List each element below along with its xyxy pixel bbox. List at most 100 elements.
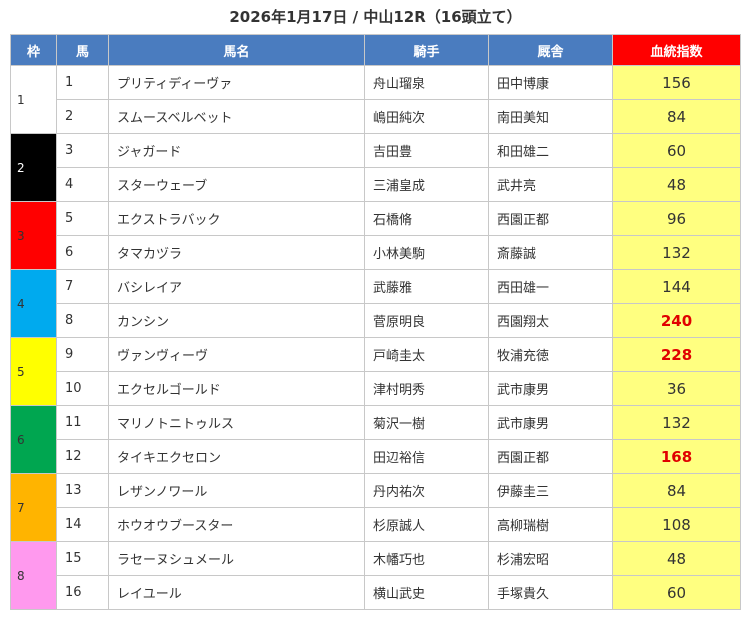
table-row: 6 11 マリノトニトゥルス 菊沢一樹 武市康男 132 bbox=[10, 405, 741, 474]
page-title: 2026年1月17日 / 中山12R（16頭立て） bbox=[229, 8, 522, 26]
trainer-cell: 田中博康 bbox=[488, 65, 613, 100]
bloodline-index-cell: 108 bbox=[612, 507, 741, 542]
table-row: 14 ホウオウブースター 杉原誠人 高柳瑞樹 108 bbox=[11, 507, 741, 542]
horse-name-cell: エクセルゴールド bbox=[108, 371, 365, 406]
trainer-cell: 武市康男 bbox=[488, 405, 613, 440]
horse-number-cell: 6 bbox=[56, 235, 109, 270]
table-row: 10 エクセルゴールド 津村明秀 武市康男 36 bbox=[11, 371, 741, 406]
trainer-cell: 西園正都 bbox=[488, 201, 613, 236]
race-table: 枠 馬 馬名 騎手 厩舎 血統指数 1 1 プリティディーヴァ 舟山瑠泉 田中博康 156… bbox=[10, 34, 741, 610]
trainer-cell: 武市康男 bbox=[488, 371, 613, 406]
table-row: 8 15 ラセーヌシュメール 木幡巧也 杉浦宏昭 48 bbox=[10, 541, 741, 610]
jockey-cell: 田辺裕信 bbox=[364, 439, 489, 474]
trainer-cell: 武井亮 bbox=[488, 167, 613, 202]
horse-number-cell: 1 bbox=[56, 65, 109, 100]
header-jockey: 騎手 bbox=[364, 34, 489, 66]
frame-cell: 2 bbox=[10, 133, 57, 202]
horse-name-cell: ラセーヌシュメール bbox=[108, 541, 365, 576]
trainer-cell: 伊藤圭三 bbox=[488, 473, 613, 508]
bloodline-index-cell: 36 bbox=[612, 371, 741, 406]
jockey-cell: 三浦皇成 bbox=[364, 167, 489, 202]
horse-name-cell: ヴァンヴィーヴ bbox=[108, 337, 365, 372]
bloodline-index-cell: 60 bbox=[612, 575, 741, 610]
horse-name-cell: マリノトニトゥルス bbox=[108, 405, 365, 440]
bloodline-index-cell: 144 bbox=[612, 269, 741, 304]
frame-cell: 1 bbox=[10, 65, 57, 134]
horse-number-cell: 7 bbox=[56, 269, 109, 304]
header-frame: 枠 bbox=[10, 34, 57, 66]
horse-name-cell: ホウオウブースター bbox=[108, 507, 365, 542]
trainer-cell: 南田美知 bbox=[488, 99, 613, 134]
frame-cell: 5 bbox=[10, 337, 57, 406]
jockey-cell: 石橋脩 bbox=[364, 201, 489, 236]
frame-cell: 6 bbox=[10, 405, 57, 474]
table-row: 7 13 レザンノワール 丹内祐次 伊藤圭三 84 bbox=[10, 473, 741, 542]
jockey-cell: 吉田豊 bbox=[364, 133, 489, 168]
bloodline-index-cell: 96 bbox=[612, 201, 741, 236]
table-row: 2 スムースベルベット 嶋田純次 南田美知 84 bbox=[11, 99, 741, 134]
table-row: 5 9 ヴァンヴィーヴ 戸崎圭太 牧浦充徳 228 bbox=[10, 337, 741, 406]
bloodline-index-cell: 84 bbox=[612, 99, 741, 134]
header-bloodline-index: 血統指数 bbox=[612, 34, 741, 66]
bloodline-index-cell: 156 bbox=[612, 65, 741, 100]
trainer-cell: 杉浦宏昭 bbox=[488, 541, 613, 576]
bloodline-index-cell: 60 bbox=[612, 133, 741, 168]
trainer-cell: 西園翔太 bbox=[488, 303, 613, 338]
header-trainer: 厩舎 bbox=[488, 34, 613, 66]
horse-name-cell: スターウェーブ bbox=[108, 167, 365, 202]
frame-cell: 3 bbox=[10, 201, 57, 270]
horse-number-cell: 16 bbox=[56, 575, 109, 610]
horse-name-cell: スムースベルベット bbox=[108, 99, 365, 134]
table-body: 1 1 プリティディーヴァ 舟山瑠泉 田中博康 156 2 スムースベルベット 嶋田純次 南田美知… bbox=[10, 65, 741, 610]
bloodline-index-cell: 240 bbox=[612, 303, 741, 338]
table-row: 4 スターウェーブ 三浦皇成 武井亮 48 bbox=[11, 167, 741, 202]
trainer-cell: 西園正都 bbox=[488, 439, 613, 474]
frame-cell: 7 bbox=[10, 473, 57, 542]
horse-name-cell: エクストラバック bbox=[108, 201, 365, 236]
horse-number-cell: 10 bbox=[56, 371, 109, 406]
trainer-cell: 西田雄一 bbox=[488, 269, 613, 304]
bloodline-index-cell: 84 bbox=[612, 473, 741, 508]
jockey-cell: 小林美駒 bbox=[364, 235, 489, 270]
jockey-cell: 丹内祐次 bbox=[364, 473, 489, 508]
table-row: 4 7 バシレイア 武藤雅 西田雄一 144 bbox=[10, 269, 741, 338]
bloodline-index-cell: 48 bbox=[612, 541, 741, 576]
horse-name-cell: プリティディーヴァ bbox=[108, 65, 365, 100]
horse-name-cell: ジャガード bbox=[108, 133, 365, 168]
horse-number-cell: 12 bbox=[56, 439, 109, 474]
table-row: 3 5 エクストラバック 石橋脩 西園正都 96 bbox=[10, 201, 741, 270]
bloodline-index-cell: 48 bbox=[612, 167, 741, 202]
jockey-cell: 津村明秀 bbox=[364, 371, 489, 406]
table-row: 1 1 プリティディーヴァ 舟山瑠泉 田中博康 156 bbox=[10, 65, 741, 134]
trainer-cell: 牧浦充徳 bbox=[488, 337, 613, 372]
jockey-cell: 杉原誠人 bbox=[364, 507, 489, 542]
horse-number-cell: 3 bbox=[56, 133, 109, 168]
horse-name-cell: タマカヅラ bbox=[108, 235, 365, 270]
header-horse-name: 馬名 bbox=[108, 34, 365, 66]
table-header-row: 枠 馬 馬名 騎手 厩舎 血統指数 bbox=[10, 34, 741, 66]
trainer-cell: 高柳瑞樹 bbox=[488, 507, 613, 542]
jockey-cell: 舟山瑠泉 bbox=[364, 65, 489, 100]
jockey-cell: 菅原明良 bbox=[364, 303, 489, 338]
horse-number-cell: 14 bbox=[56, 507, 109, 542]
bloodline-index-cell: 228 bbox=[612, 337, 741, 372]
table-row: 6 タマカヅラ 小林美駒 斎藤誠 132 bbox=[11, 235, 741, 270]
bloodline-index-cell: 132 bbox=[612, 235, 741, 270]
table-row: 2 3 ジャガード 吉田豊 和田雄二 60 bbox=[10, 133, 741, 202]
bloodline-index-cell: 132 bbox=[612, 405, 741, 440]
horse-number-cell: 4 bbox=[56, 167, 109, 202]
jockey-cell: 木幡巧也 bbox=[364, 541, 489, 576]
horse-name-cell: カンシン bbox=[108, 303, 365, 338]
horse-name-cell: レイユール bbox=[108, 575, 365, 610]
frame-cell: 8 bbox=[10, 541, 57, 610]
horse-number-cell: 11 bbox=[56, 405, 109, 440]
horse-name-cell: レザンノワール bbox=[108, 473, 365, 508]
jockey-cell: 横山武史 bbox=[364, 575, 489, 610]
jockey-cell: 嶋田純次 bbox=[364, 99, 489, 134]
horse-name-cell: タイキエクセロン bbox=[108, 439, 365, 474]
horse-number-cell: 9 bbox=[56, 337, 109, 372]
horse-number-cell: 15 bbox=[56, 541, 109, 576]
jockey-cell: 菊沢一樹 bbox=[364, 405, 489, 440]
table-row: 8 カンシン 菅原明良 西園翔太 240 bbox=[11, 303, 741, 338]
bloodline-index-cell: 168 bbox=[612, 439, 741, 474]
